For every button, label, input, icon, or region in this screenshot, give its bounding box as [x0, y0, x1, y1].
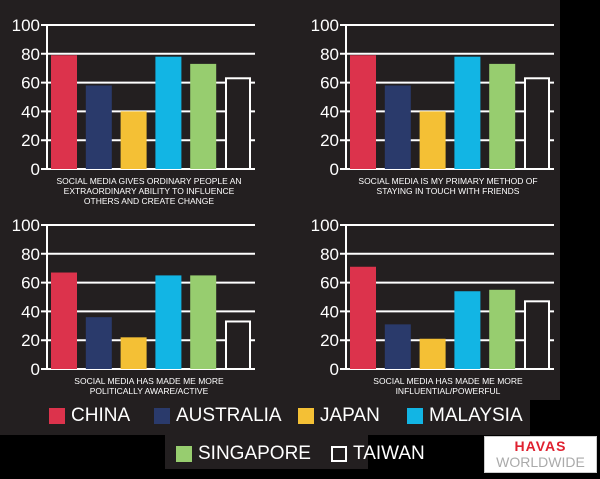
bar-china	[350, 266, 376, 369]
bar-australia	[384, 85, 411, 169]
legend-panel-bottom	[165, 435, 368, 469]
legend-japan: JAPAN	[298, 405, 380, 427]
legend-singapore: SINGAPORE	[176, 443, 311, 465]
legend-swatch	[49, 408, 65, 424]
bar-japan	[419, 338, 446, 369]
y-tick-label: 0	[31, 360, 40, 379]
bar-malaysia	[155, 275, 182, 369]
y-tick-label: 80	[320, 245, 339, 264]
legend-swatch	[331, 446, 347, 462]
y-tick-label: 100	[311, 16, 339, 35]
y-tick-label: 20	[21, 331, 40, 350]
charts-svg: 0 20 40 60 80 100 SOCIAL MEDIA GIVES ORDINARY …	[12, 16, 554, 396]
legend-swatch	[407, 408, 423, 424]
legend-malaysia: MALAYSIA	[407, 405, 523, 427]
y-tick-label: 0	[330, 160, 339, 179]
bar-japan	[120, 111, 147, 169]
y-tick-label: 40	[21, 102, 40, 121]
legend-swatch	[154, 408, 170, 424]
y-tick-label: 60	[21, 74, 40, 93]
legend-label: CHINA	[71, 405, 131, 426]
bar-singapore	[489, 63, 516, 169]
bar-malaysia	[454, 56, 481, 169]
bar-china	[350, 55, 376, 169]
legend-label: JAPAN	[320, 405, 380, 426]
bar-china	[51, 272, 77, 369]
bar-japan	[120, 337, 147, 369]
bar-singapore	[190, 275, 217, 369]
logo-line1: HAVAS	[514, 438, 567, 454]
y-tick-label: 60	[320, 74, 339, 93]
legend-taiwan: TAIWAN	[331, 443, 425, 465]
chart-caption-line: INFLUENTIAL/POWERFUL	[396, 386, 501, 396]
chart-caption-line: EXTRAORDINARY ABILITY TO INFLUENCE	[64, 186, 235, 196]
legend-swatch	[176, 446, 192, 462]
bar-taiwan	[225, 77, 251, 170]
bar-taiwan	[524, 300, 550, 371]
legend-china: CHINA	[49, 405, 130, 427]
chart-caption-line: POLITICALLY AWARE/ACTIVE	[90, 386, 209, 396]
legend-label: AUSTRALIA	[176, 405, 282, 426]
y-tick-label: 40	[21, 302, 40, 321]
bar-australia	[85, 317, 112, 369]
legend-swatch	[298, 408, 314, 424]
y-tick-label: 80	[21, 245, 40, 264]
y-tick-label: 60	[21, 274, 40, 293]
legend-label: MALAYSIA	[429, 405, 523, 426]
bar-australia	[85, 85, 112, 169]
bar-malaysia	[454, 291, 481, 369]
bar-malaysia	[155, 56, 182, 169]
bar-china	[51, 55, 77, 169]
y-tick-label: 100	[12, 16, 40, 35]
chart-caption-line: SOCIAL MEDIA HAS MADE ME MORE	[373, 376, 523, 386]
logo-line2: WORLDWIDE	[496, 454, 585, 470]
chart-caption-line: STAYING IN TOUCH WITH FRIENDS	[377, 186, 520, 196]
y-tick-label: 100	[311, 216, 339, 235]
chart-caption-line: SOCIAL MEDIA GIVES ORDINARY PEOPLE AN	[56, 176, 241, 186]
y-tick-label: 80	[320, 45, 339, 64]
bar-taiwan	[225, 320, 251, 371]
y-tick-label: 20	[21, 131, 40, 150]
havas-logo: HAVAS WORLDWIDE	[484, 436, 597, 473]
y-tick-label: 20	[320, 131, 339, 150]
y-tick-label: 60	[320, 274, 339, 293]
legend-panel-top	[0, 395, 530, 435]
legend-label: TAIWAN	[353, 443, 425, 464]
y-tick-label: 0	[330, 360, 339, 379]
legend-label: SINGAPORE	[198, 443, 311, 464]
bar-japan	[419, 111, 446, 169]
y-tick-label: 100	[12, 216, 40, 235]
legend-australia: AUSTRALIA	[154, 405, 282, 427]
y-tick-label: 80	[21, 45, 40, 64]
bar-singapore	[489, 289, 516, 369]
y-tick-label: 20	[320, 331, 339, 350]
y-tick-label: 0	[31, 160, 40, 179]
chart-caption-line: SOCIAL MEDIA HAS MADE ME MORE	[74, 376, 224, 386]
chart-caption-line: OTHERS AND CREATE CHANGE	[84, 196, 215, 206]
bar-taiwan	[524, 77, 550, 170]
y-tick-label: 40	[320, 302, 339, 321]
y-tick-label: 40	[320, 102, 339, 121]
bar-singapore	[190, 63, 217, 169]
chart-caption-line: SOCIAL MEDIA IS MY PRIMARY METHOD OF	[358, 176, 537, 186]
bar-australia	[384, 324, 411, 369]
